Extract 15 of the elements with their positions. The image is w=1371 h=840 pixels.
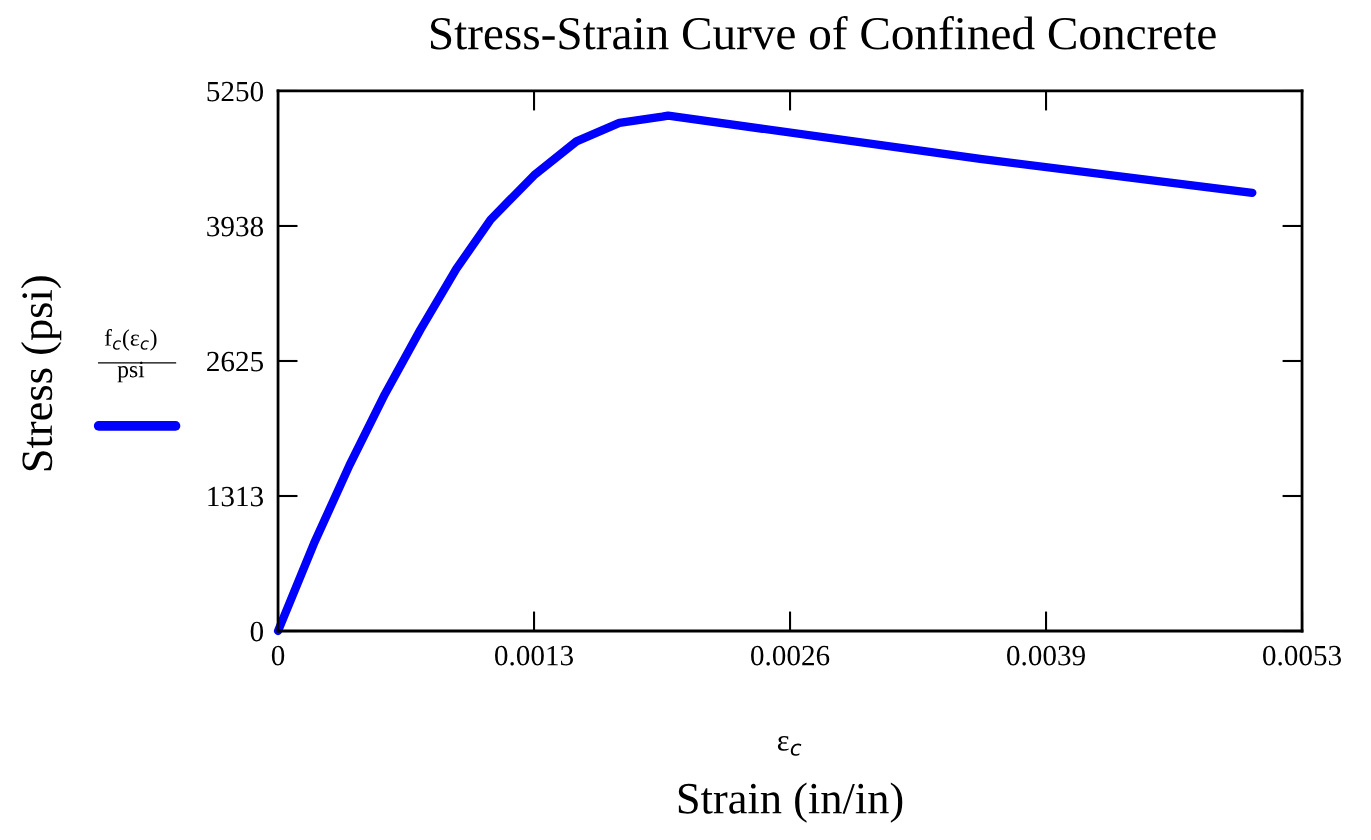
- y-tick-label: 2625: [207, 351, 264, 372]
- x-tick-label: 0.0026: [751, 645, 830, 666]
- x-tick-label: 0.0039: [1007, 645, 1085, 666]
- y-tick-label: 3938: [207, 216, 264, 237]
- x-tick-label: 0.0053: [1263, 645, 1341, 666]
- y-tick-label: 1313: [208, 486, 264, 507]
- x-tick-label: 0: [271, 645, 285, 666]
- chart-title: Stress-Strain Curve of Confined Concrete: [431, 15, 1216, 50]
- x-tick-label: 0.0013: [495, 645, 573, 666]
- x-axis-title: Strain (in/in): [678, 782, 903, 823]
- y-tick-label: 0: [250, 621, 264, 642]
- y-axis-title: Stress (psi): [20, 276, 62, 471]
- y-tick-label: 5250: [207, 81, 264, 102]
- text: ε$_{c}$: [777, 736, 802, 756]
- text: f$_{c}$(ε$_{c}$) psi: [104, 329, 157, 383]
